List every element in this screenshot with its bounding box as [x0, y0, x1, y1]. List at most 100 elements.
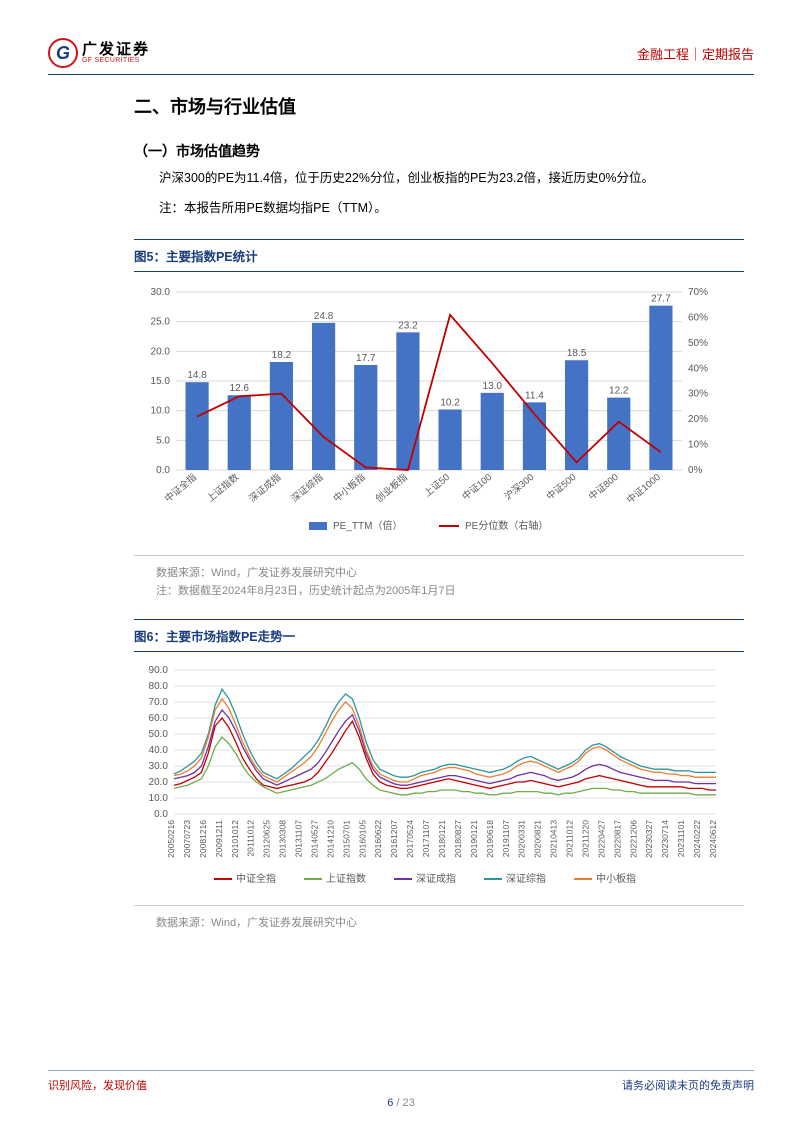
svg-text:20161207: 20161207	[389, 820, 399, 858]
svg-text:20191107: 20191107	[501, 820, 511, 857]
svg-text:20120625: 20120625	[262, 820, 272, 858]
svg-text:20111012: 20111012	[246, 820, 256, 857]
svg-text:20211012: 20211012	[565, 820, 575, 857]
svg-text:20190121: 20190121	[469, 820, 479, 858]
fig5-chart: 0.05.010.015.020.025.030.00%10%20%30%40%…	[134, 272, 744, 555]
fig5-source: 数据来源：Wind，广发证券发展研究中心 注：数据截至2024年8月23日，历史…	[134, 555, 744, 601]
svg-text:12.6: 12.6	[230, 383, 250, 394]
svg-text:沪深300: 沪深300	[502, 471, 536, 503]
total-pages: 23	[403, 1097, 415, 1109]
page-header: G 广发证券 GF SECURITIES 金融工程｜定期报告	[48, 38, 754, 75]
current-page: 6	[387, 1097, 393, 1109]
svg-text:20141210: 20141210	[325, 820, 335, 858]
svg-text:中小板指: 中小板指	[331, 470, 368, 504]
svg-text:20190618: 20190618	[485, 820, 495, 858]
svg-text:60.0: 60.0	[149, 713, 169, 724]
svg-text:20130308: 20130308	[278, 820, 288, 858]
svg-text:20070723: 20070723	[182, 820, 192, 858]
paragraph-1: 沪深300的PE为11.4倍，位于历史22%分位，创业板指的PE为23.2倍，接…	[134, 167, 744, 191]
svg-text:20240612: 20240612	[708, 820, 718, 858]
svg-text:18.2: 18.2	[272, 350, 292, 361]
fig6-chart: 0.010.020.030.040.050.060.070.080.090.02…	[134, 652, 744, 905]
svg-text:90.0: 90.0	[149, 665, 169, 676]
svg-text:70%: 70%	[688, 287, 708, 298]
svg-text:0.0: 0.0	[154, 809, 168, 820]
svg-text:中证100: 中证100	[460, 471, 494, 503]
fig6-title: 图6：主要市场指数PE走势一	[134, 619, 744, 652]
svg-text:深证成指: 深证成指	[416, 872, 456, 885]
svg-text:深证综指: 深证综指	[289, 470, 326, 504]
svg-text:80.0: 80.0	[149, 681, 169, 692]
svg-text:PE_TTM（倍）: PE_TTM（倍）	[333, 519, 402, 532]
svg-text:20210413: 20210413	[549, 820, 559, 858]
svg-text:17.7: 17.7	[356, 352, 376, 363]
footer-left: 识别风险，发现价值	[48, 1077, 147, 1093]
svg-text:50%: 50%	[688, 337, 708, 348]
fig5-source-text: 数据来源：Wind，广发证券发展研究中心	[134, 564, 744, 583]
logo-mark: G	[48, 38, 78, 68]
svg-text:20050216: 20050216	[166, 820, 176, 858]
svg-text:20200331: 20200331	[517, 820, 527, 858]
svg-text:30.0: 30.0	[149, 761, 169, 772]
svg-text:PE分位数（右轴）: PE分位数（右轴）	[465, 519, 548, 532]
svg-text:10.0: 10.0	[149, 793, 169, 804]
svg-text:20140527: 20140527	[309, 820, 319, 858]
svg-text:上证50: 上证50	[422, 471, 452, 498]
svg-text:50.0: 50.0	[149, 729, 169, 740]
svg-text:20091211: 20091211	[214, 820, 224, 857]
svg-text:70.0: 70.0	[149, 697, 169, 708]
svg-text:20101012: 20101012	[230, 820, 240, 858]
svg-text:25.0: 25.0	[151, 316, 171, 327]
svg-text:10.0: 10.0	[151, 405, 171, 416]
svg-text:15.0: 15.0	[151, 376, 171, 387]
fig5-note-text: 注：数据截至2024年8月23日，历史统计起点为2005年1月7日	[134, 582, 744, 601]
svg-text:20%: 20%	[688, 414, 708, 425]
fig5-title: 图5：主要指数PE统计	[134, 239, 744, 272]
logo-cn: 广发证券	[82, 42, 150, 57]
svg-text:14.8: 14.8	[187, 370, 207, 381]
svg-text:20150701: 20150701	[341, 820, 351, 858]
fig6-source: 数据来源：Wind，广发证券发展研究中心	[134, 905, 744, 933]
svg-text:18.5: 18.5	[567, 348, 587, 359]
svg-text:中证800: 中证800	[586, 471, 620, 503]
svg-text:20220427: 20220427	[596, 820, 606, 858]
svg-text:23.2: 23.2	[398, 320, 418, 331]
fig6-source-text: 数据来源：Wind，广发证券发展研究中心	[134, 914, 744, 933]
svg-text:20180121: 20180121	[437, 820, 447, 858]
svg-text:20170524: 20170524	[405, 820, 415, 858]
svg-text:20160105: 20160105	[357, 820, 367, 858]
svg-text:创业板指: 创业板指	[373, 470, 410, 504]
header-right: 金融工程｜定期报告	[637, 44, 754, 63]
svg-text:上证指数: 上证指数	[326, 872, 366, 885]
page-number: 6 / 23	[48, 1097, 754, 1109]
svg-text:深证成指: 深证成指	[247, 470, 284, 504]
svg-text:深证综指: 深证综指	[506, 872, 546, 885]
svg-text:40.0: 40.0	[149, 745, 169, 756]
svg-text:20171107: 20171107	[421, 820, 431, 857]
svg-text:中证1000: 中证1000	[624, 471, 662, 506]
svg-text:30.0: 30.0	[151, 287, 171, 298]
svg-text:中证全指: 中证全指	[236, 872, 276, 885]
logo-en: GF SECURITIES	[82, 57, 150, 64]
svg-text:20240222: 20240222	[692, 820, 702, 858]
page-footer: 识别风险，发现价值 请务必阅读末页的免责声明 6 / 23	[0, 1070, 802, 1109]
paragraph-note: 注：本报告所用PE数据均指PE（TTM）。	[134, 197, 744, 221]
svg-text:27.7: 27.7	[651, 293, 671, 304]
subsection-title: （一）市场估值趋势	[134, 141, 744, 161]
svg-text:20230327: 20230327	[644, 820, 654, 858]
svg-text:20131107: 20131107	[294, 820, 304, 857]
svg-text:12.2: 12.2	[609, 385, 629, 396]
svg-text:20221206: 20221206	[628, 820, 638, 858]
svg-text:20180827: 20180827	[453, 820, 463, 858]
svg-text:20.0: 20.0	[151, 346, 171, 357]
footer-right: 请务必阅读末页的免责声明	[622, 1077, 754, 1093]
svg-text:60%: 60%	[688, 312, 708, 323]
svg-text:20200821: 20200821	[533, 820, 543, 858]
svg-text:中小板指: 中小板指	[596, 872, 636, 885]
section-title: 二、市场与行业估值	[134, 93, 744, 119]
svg-text:24.8: 24.8	[314, 310, 334, 321]
svg-text:10.2: 10.2	[440, 397, 460, 408]
svg-text:0.0: 0.0	[156, 465, 170, 476]
svg-text:20160622: 20160622	[373, 820, 383, 858]
svg-text:5.0: 5.0	[156, 435, 170, 446]
